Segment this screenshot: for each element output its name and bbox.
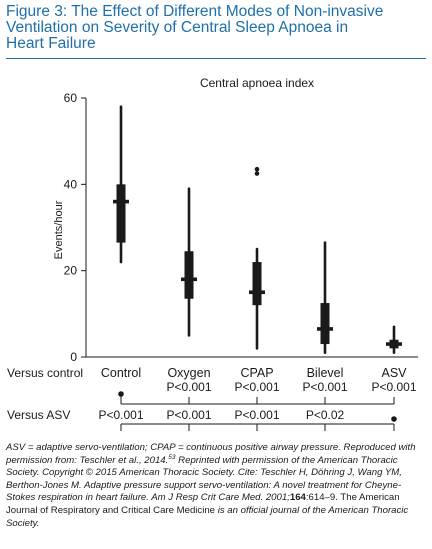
figure-title-line-2: Ventilation on Severity of Central Sleep… <box>6 19 349 36</box>
iqr-box <box>184 251 194 299</box>
reference-dot-asv <box>391 416 397 422</box>
versus-asv-pvalue: P<0.02 <box>306 408 345 422</box>
versus-asv-pvalue: P<0.001 <box>98 408 143 422</box>
figure-title-line-3: Heart Failure <box>6 35 96 52</box>
outlier-point <box>254 171 260 176</box>
chart-title: Central apnoea index <box>200 76 314 90</box>
figure-title: Figure 3: The Effect of Different Modes … <box>6 4 426 52</box>
median-bar <box>181 277 197 282</box>
y-axis-label: Events/hour <box>53 200 65 259</box>
y-tick-label: 60 <box>64 91 78 105</box>
versus-control-pvalue: P<0.001 <box>302 380 347 394</box>
x-category-label: ASV <box>381 366 407 380</box>
median-bar <box>113 199 129 204</box>
caption-volume: 164 <box>289 492 306 504</box>
versus-asv-pvalue: P<0.001 <box>234 408 279 422</box>
median-bar <box>386 342 402 346</box>
caption-text-1: ASV = adaptive servo-ventilation; CPAP =… <box>6 442 416 466</box>
versus-control-pvalue: P<0.001 <box>166 380 211 394</box>
versus-asv-pvalue: P<0.001 <box>166 408 211 422</box>
iqr-box <box>320 303 330 345</box>
caption-reference: 53 <box>168 453 176 461</box>
box-plot-chart: Central apnoea index Events/hour 0 20 40 60… <box>7 76 418 431</box>
versus-control-label: Versus control <box>7 366 83 380</box>
iqr-box <box>116 184 126 243</box>
caption-text-3: :614–9. <box>305 492 338 504</box>
x-category-label: Oxygen <box>167 366 210 380</box>
y-tick-label: 0 <box>70 350 77 364</box>
caption-text-2: Reprinted with permission of the America… <box>6 454 402 504</box>
figure-title-line-1: Figure 3: The Effect of Different Modes … <box>6 3 384 20</box>
figure-caption: ASV = adaptive servo-ventilation; CPAP =… <box>6 442 430 530</box>
median-bar <box>249 290 265 295</box>
x-category-label: CPAP <box>240 366 273 380</box>
title-divider <box>6 58 426 59</box>
x-category-label: Control <box>101 366 141 380</box>
caption-text-5: is an official journal of the American T… <box>6 504 409 529</box>
versus-control-pvalue: P<0.001 <box>371 380 416 394</box>
median-bar <box>317 327 333 331</box>
y-tick-label: 40 <box>64 177 78 191</box>
outlier-point <box>254 166 260 172</box>
caption-text-4: The American Journal of Respiratory and … <box>6 492 400 516</box>
versus-asv-label: Versus ASV <box>7 408 70 422</box>
versus-control-pvalue: P<0.001 <box>234 380 279 394</box>
y-tick-label: 20 <box>64 264 78 278</box>
x-category-label: Bilevel <box>307 366 344 380</box>
iqr-box <box>252 262 262 306</box>
